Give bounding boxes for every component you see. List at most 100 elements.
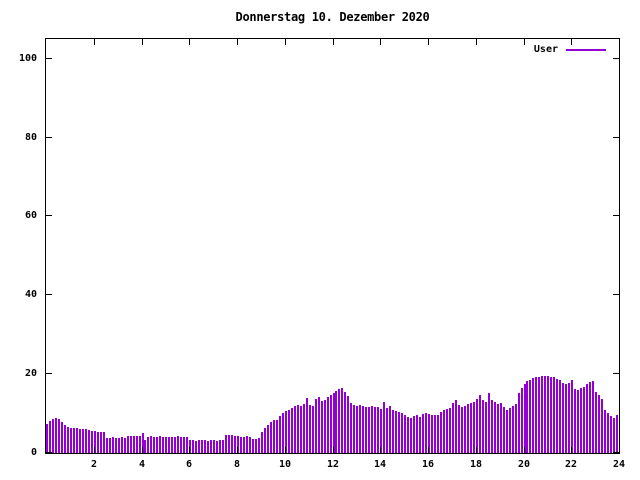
data-bar — [610, 416, 612, 453]
x-tick-label: 14 — [373, 459, 387, 470]
data-bar — [485, 402, 487, 453]
data-bar — [61, 422, 63, 453]
y-tick-right — [613, 137, 619, 138]
data-bar — [270, 422, 272, 453]
data-bar — [142, 433, 144, 453]
data-bar — [303, 404, 305, 453]
data-bar — [535, 377, 537, 453]
data-bar — [201, 440, 203, 453]
data-bar — [580, 388, 582, 453]
data-bar — [419, 417, 421, 453]
data-bar — [139, 436, 141, 453]
data-bar — [422, 414, 424, 453]
plot-area: User — [45, 38, 620, 454]
data-bar — [449, 408, 451, 453]
data-bar — [106, 438, 108, 453]
x-tick-top — [189, 39, 190, 45]
data-bar — [598, 395, 600, 453]
y-tick-right — [613, 373, 619, 374]
data-bar — [153, 437, 155, 453]
data-bar — [291, 408, 293, 453]
data-bar — [344, 392, 346, 453]
x-tick-label: 12 — [326, 459, 340, 470]
x-tick-top — [476, 39, 477, 45]
data-bar — [243, 437, 245, 453]
data-bar — [261, 432, 263, 453]
x-tick-bottom — [428, 447, 429, 453]
data-bar — [500, 403, 502, 453]
data-bar — [258, 438, 260, 453]
data-bar — [335, 391, 337, 453]
data-bar — [136, 436, 138, 453]
data-bar — [228, 435, 230, 453]
data-bar — [330, 395, 332, 453]
data-bar — [359, 405, 361, 453]
x-tick-top — [380, 39, 381, 45]
chart-title: Donnerstag 10. Dezember 2020 — [235, 10, 430, 24]
data-bar — [488, 393, 490, 453]
data-bar — [264, 428, 266, 453]
data-bar — [592, 381, 594, 453]
data-bar — [532, 378, 534, 453]
data-bar — [583, 387, 585, 453]
x-tick-top — [142, 39, 143, 45]
data-bar — [565, 384, 567, 453]
data-bar — [362, 406, 364, 453]
x-tick-top — [237, 39, 238, 45]
data-bar — [365, 407, 367, 453]
data-bar — [112, 437, 114, 453]
data-bar — [497, 404, 499, 453]
data-bar — [398, 412, 400, 453]
x-tick-bottom — [619, 447, 620, 453]
data-bar — [464, 406, 466, 453]
x-tick-top — [285, 39, 286, 45]
data-bar — [240, 437, 242, 453]
data-bar — [446, 409, 448, 453]
data-bar — [467, 404, 469, 453]
data-bar — [165, 437, 167, 453]
data-bar — [494, 402, 496, 453]
data-bar — [306, 398, 308, 453]
y-tick-label: 0 — [30, 447, 37, 458]
x-tick-top — [619, 39, 620, 45]
data-bar — [222, 440, 224, 453]
data-bar — [515, 404, 517, 453]
data-bar — [506, 410, 508, 453]
data-bar — [613, 418, 615, 453]
data-bar — [121, 437, 123, 453]
data-bar — [216, 441, 218, 453]
data-bar — [279, 416, 281, 453]
data-bar — [589, 382, 591, 453]
data-bar — [407, 417, 409, 453]
data-bar — [204, 440, 206, 453]
data-bar — [374, 407, 376, 453]
legend: User — [534, 44, 606, 56]
data-bar — [547, 376, 549, 453]
y-tick-left — [46, 452, 52, 453]
data-bar — [437, 415, 439, 453]
data-bar — [470, 403, 472, 453]
data-bar — [461, 407, 463, 453]
data-bar — [100, 432, 102, 453]
data-bar — [431, 415, 433, 453]
data-bar — [473, 402, 475, 453]
data-bar — [52, 419, 54, 453]
data-bar — [518, 393, 520, 453]
data-bar — [180, 437, 182, 453]
data-bar — [458, 405, 460, 453]
data-bar — [389, 406, 391, 453]
data-bar — [607, 413, 609, 453]
data-bar — [189, 440, 191, 453]
data-bar — [595, 392, 597, 453]
data-bar — [198, 440, 200, 453]
data-bar — [46, 424, 48, 453]
x-tick-label: 10 — [278, 459, 292, 470]
data-bar — [512, 406, 514, 453]
data-bar — [353, 405, 355, 453]
data-bar — [368, 407, 370, 453]
data-bar — [300, 406, 302, 453]
data-bar — [491, 400, 493, 453]
data-bar — [168, 437, 170, 453]
data-bar — [237, 436, 239, 453]
